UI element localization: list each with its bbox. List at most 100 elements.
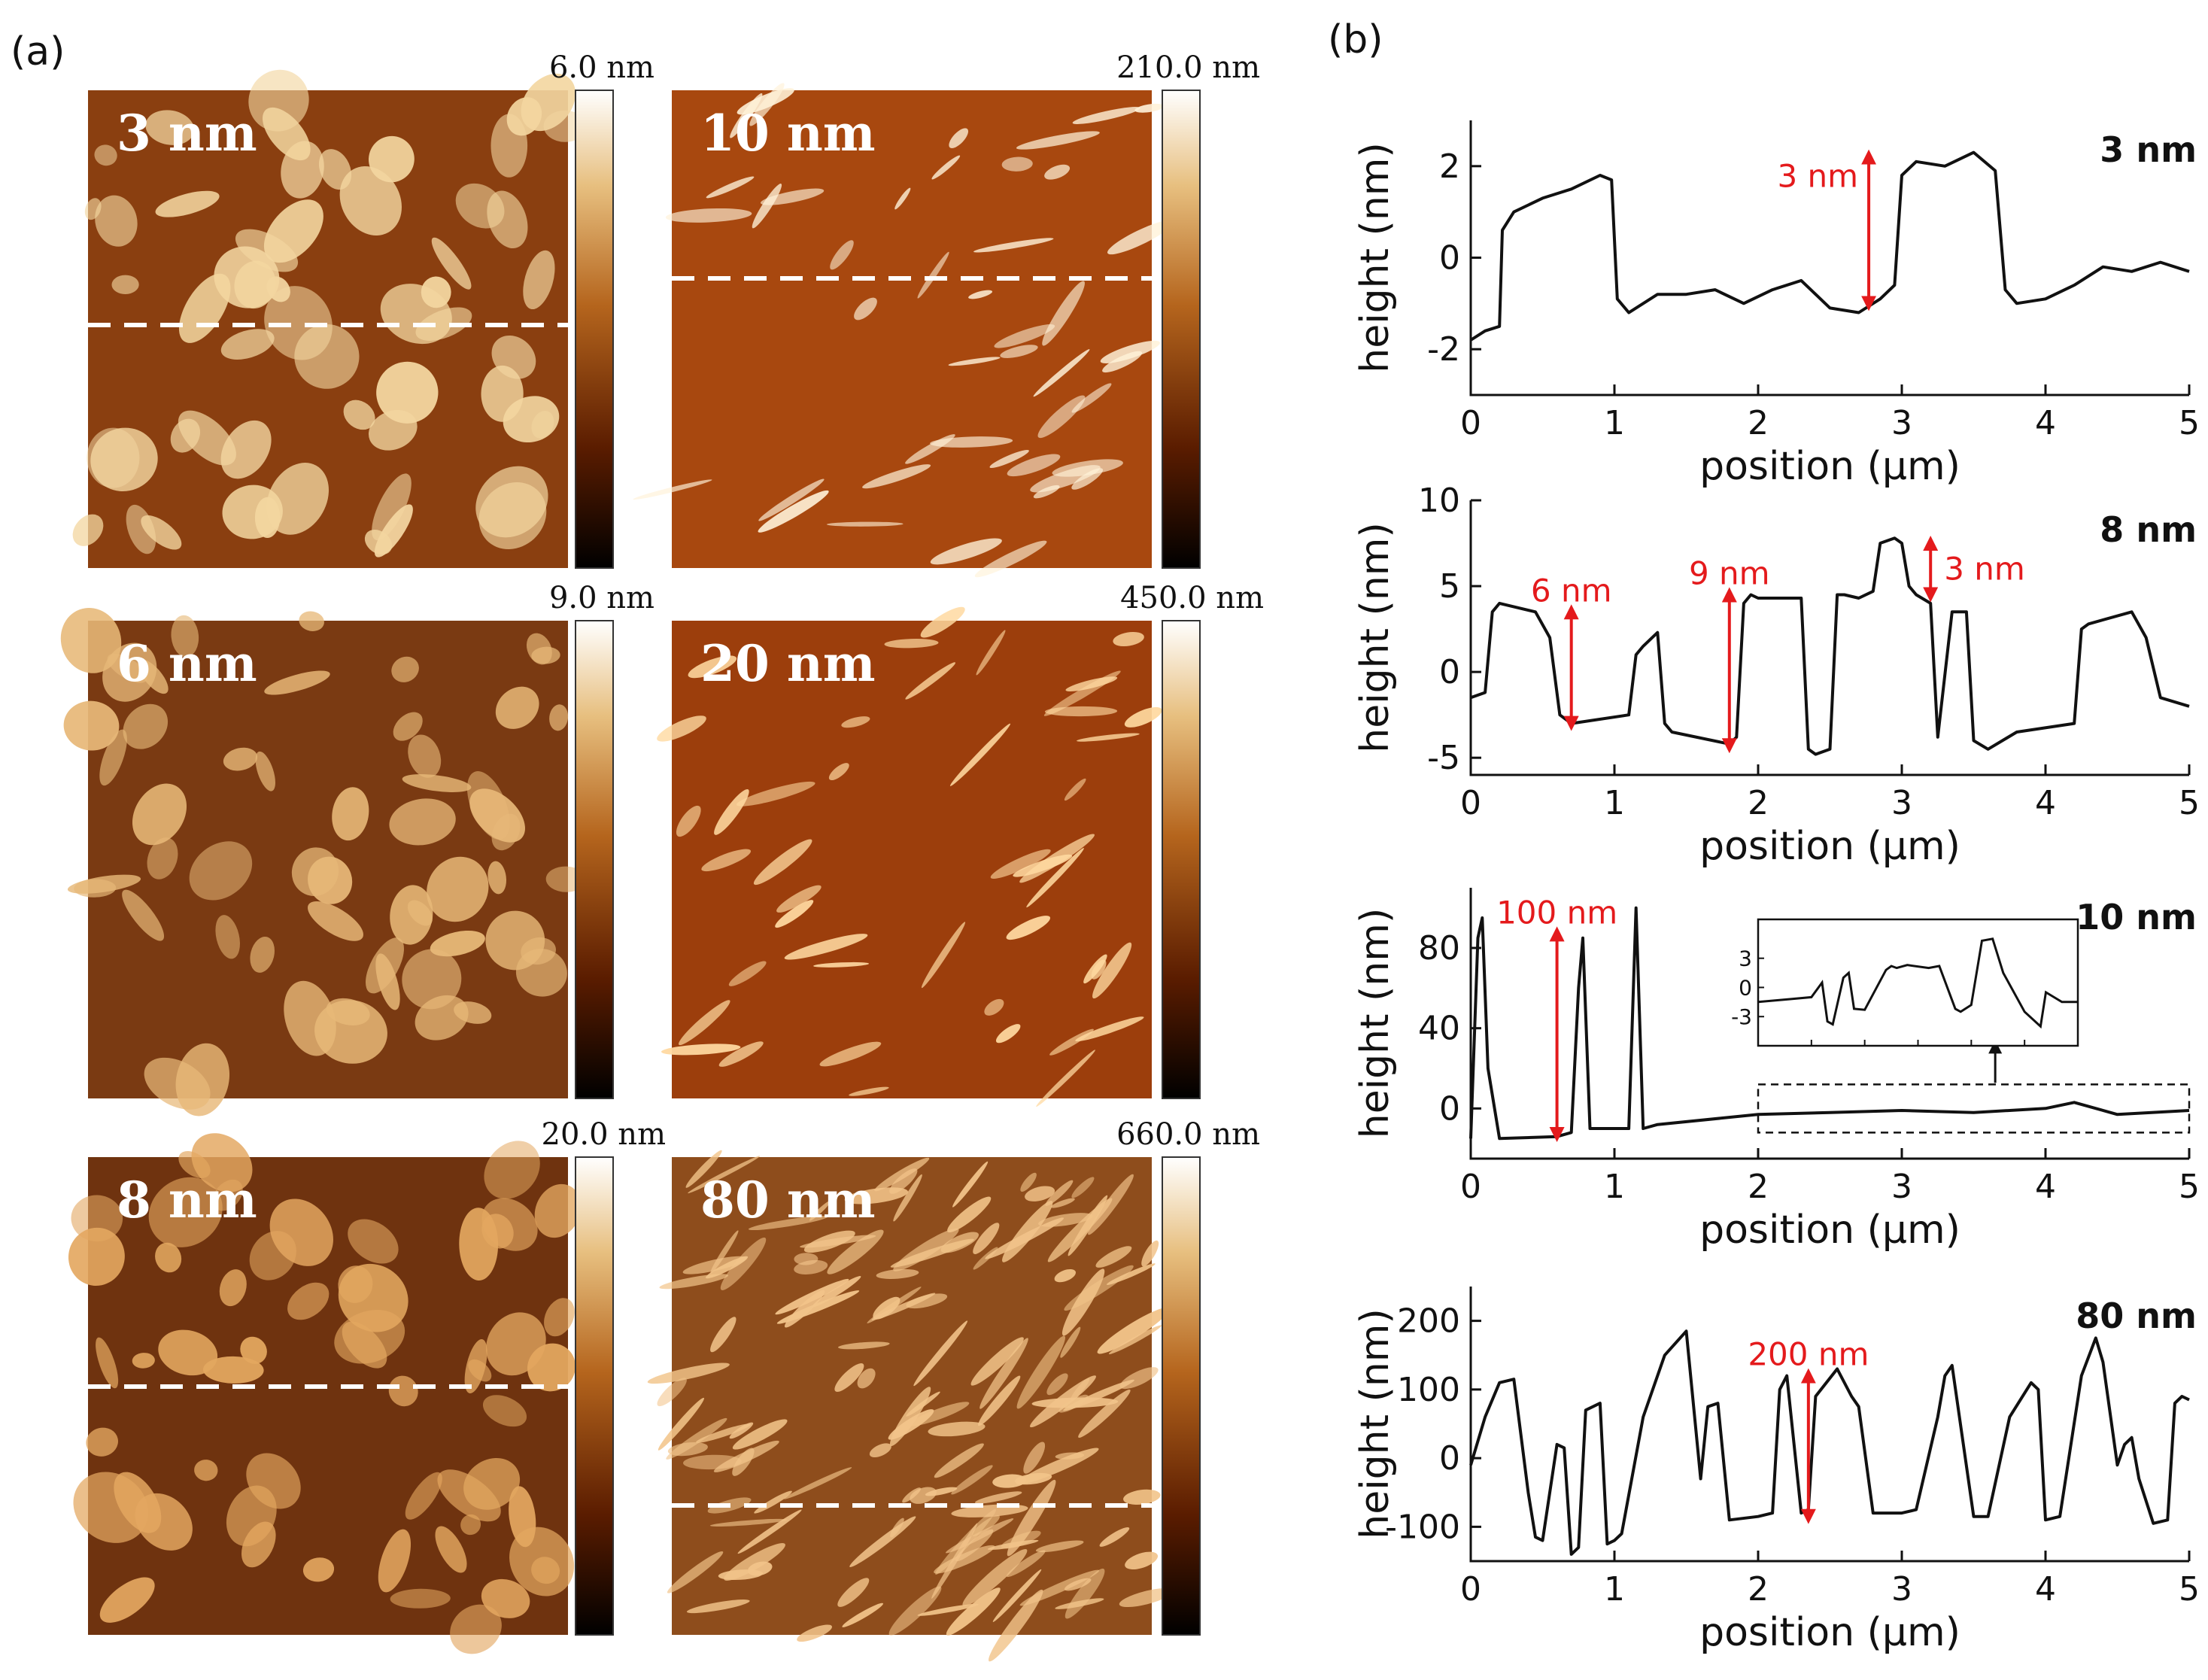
afm-feature (1123, 1489, 1161, 1505)
afm-feature (973, 238, 1054, 253)
afm-feature (949, 723, 1011, 786)
afm-feature (132, 1353, 155, 1369)
afm-feature (706, 176, 755, 199)
colorbar-max-label: 6.0 nm (549, 50, 655, 85)
afm-feature (255, 751, 275, 791)
afm-feature (813, 962, 870, 968)
afm-feature (1001, 156, 1033, 172)
x-tick-label: 2 (1748, 1570, 1769, 1609)
afm-feature (737, 781, 815, 807)
afm-image-8nm: 8 nm (68, 1133, 582, 1654)
afm-feature (376, 361, 439, 424)
afm-feature (869, 1443, 891, 1458)
afm-feature (549, 704, 569, 731)
afm-feature (994, 324, 1055, 348)
afm-feature (68, 1227, 125, 1286)
afm-feature (509, 1486, 536, 1548)
afm-feature (415, 995, 469, 1041)
colorbar-max-label: 20.0 nm (542, 1117, 666, 1152)
afm-feature (421, 276, 451, 308)
afm-feature (402, 949, 462, 1010)
afm-feature (523, 250, 555, 310)
afm-feature (800, 1235, 876, 1248)
afm-feature (96, 1337, 119, 1389)
afm-feature (431, 237, 472, 290)
afm-feature (893, 1174, 922, 1222)
inset-frame (1757, 918, 2079, 1047)
afm-feature (905, 662, 956, 700)
inset-y-tick-label: 0 (1739, 975, 1752, 1000)
afm-feature (390, 885, 433, 945)
afm-feature (534, 1183, 582, 1238)
afm-feature (890, 1517, 904, 1538)
colorbar-3nm: 6.0 nm (549, 50, 655, 569)
afm-feature (378, 1529, 412, 1593)
afm-feature (1006, 1550, 1046, 1578)
x-tick-label: 4 (2035, 784, 2056, 822)
x-axis-label: position (μm) (1699, 444, 1960, 489)
afm-feature (657, 715, 706, 742)
afm-feature (1030, 465, 1101, 493)
afm-feature (482, 1395, 527, 1427)
afm-image-label: 80 nm (700, 1171, 876, 1229)
afm-feature (299, 611, 324, 631)
x-tick-label: 2 (1748, 1168, 1769, 1206)
y-axis-label: height (nm) (1353, 142, 1398, 372)
afm-feature (191, 1133, 253, 1192)
afm-feature (930, 436, 1013, 448)
afm-image-80nm: 80 nm (647, 1150, 1174, 1662)
afm-feature (1119, 1588, 1174, 1608)
afm-feature (135, 1493, 193, 1551)
y-tick-label: 80 (1418, 929, 1460, 968)
afm-feature (220, 329, 275, 360)
afm-feature (890, 1238, 974, 1268)
colorbar-max-label: 9.0 nm (549, 581, 655, 615)
afm-feature (332, 787, 369, 841)
afm-feature (463, 1458, 521, 1510)
afm-feature (854, 297, 877, 321)
afm-feature (1016, 1448, 1099, 1485)
afm-feature (1037, 395, 1086, 439)
afm-feature (665, 208, 752, 223)
afm-feature (658, 1397, 704, 1451)
afm-feature (430, 930, 485, 957)
afm-feature (1064, 1265, 1134, 1311)
afm-feature (515, 948, 567, 997)
afm-feature (99, 1577, 155, 1623)
afm-feature (1060, 1326, 1081, 1358)
afm-feature (219, 1269, 247, 1307)
afm-feature (1124, 706, 1162, 728)
afm-feature (647, 1363, 730, 1384)
afm-feature (776, 885, 822, 913)
afm-feature (979, 1338, 1028, 1409)
height-annotation: 200 nm (1748, 1336, 1869, 1373)
afm-feature (931, 1523, 978, 1599)
afm-feature (844, 1187, 909, 1205)
afm-feature (1049, 1028, 1094, 1056)
afm-feature (393, 712, 423, 741)
afm-feature (710, 1230, 739, 1274)
afm-feature (1050, 1198, 1075, 1208)
afm-feature (1092, 942, 1132, 999)
afm-feature (888, 1586, 942, 1636)
afm-image-label: 3 nm (117, 104, 257, 163)
afm-feature (978, 1375, 1021, 1426)
x-tick-label: 3 (1891, 404, 1912, 442)
afm-feature (1071, 468, 1104, 490)
y-axis-label: height (nm) (1353, 908, 1398, 1138)
afm-feature (1019, 834, 1095, 883)
afm-feature (366, 937, 404, 994)
afm-image-label: 8 nm (117, 1171, 257, 1229)
afm-feature (1071, 1177, 1095, 1198)
afm-feature (1099, 1527, 1130, 1547)
afm-feature (491, 813, 521, 851)
afm-feature (1025, 1186, 1055, 1202)
afm-feature (775, 900, 814, 928)
afm-feature (389, 798, 456, 846)
y-tick-label: 0 (1439, 1089, 1460, 1128)
panel-a-label: (a) (11, 29, 65, 74)
afm-image-10nm: 10 nm (633, 83, 1174, 578)
afm-feature (837, 1341, 890, 1350)
x-tick-label: 4 (2035, 1570, 2056, 1609)
